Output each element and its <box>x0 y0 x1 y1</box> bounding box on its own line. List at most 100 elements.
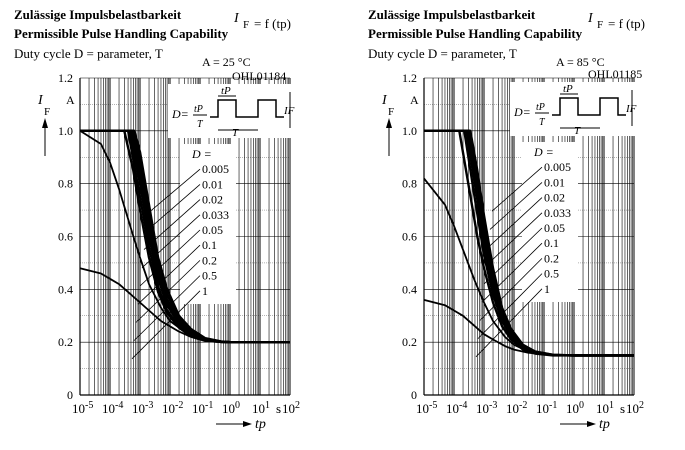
y-tick-label: 1.0 <box>402 124 417 138</box>
inset-formula-num: tP <box>536 102 545 113</box>
legend-title: D = <box>191 147 212 161</box>
legend-label: 0.02 <box>202 193 223 207</box>
x-tick-label: 10-5 <box>72 400 93 416</box>
y-axis-label: I F A <box>37 93 75 156</box>
ylabel-i: I <box>37 93 44 108</box>
legend-label: 0.005 <box>544 160 571 174</box>
x-tick-label: 10-3 <box>476 400 497 416</box>
legend-label: 0.1 <box>544 236 559 250</box>
inset-formula-den: T <box>539 117 546 128</box>
y-tick-labels: 0 0.2 0.4 0.6 0.8 1.0 1.2 <box>402 71 417 402</box>
ylabel-unit: A <box>66 93 75 107</box>
x-tick-base: 10 <box>252 401 265 416</box>
legend-leader-line <box>477 273 543 339</box>
x-tick-exponent: -2 <box>519 400 527 411</box>
inset-period-label: T <box>574 125 581 137</box>
y-tick-label: 0 <box>67 388 73 402</box>
legend-label: 0.2 <box>544 251 559 265</box>
x-tick-label: 10-5 <box>416 400 437 416</box>
legend-label: 0.5 <box>202 269 217 283</box>
x-tick-base: 10 <box>506 401 519 416</box>
legend-leader-line <box>143 199 201 250</box>
title-english: Permissible Pulse Handling Capability <box>368 26 583 41</box>
ylabel-arrowhead <box>386 118 392 128</box>
formula-rest: = f (tp) <box>608 16 645 31</box>
inset-period-label: T <box>232 127 239 139</box>
y-tick-label: 0.4 <box>402 282 417 296</box>
inset-formula-d: D= <box>171 107 189 121</box>
xlabel-unit: s <box>276 401 281 416</box>
x-tick-labels: 10-5 10-4 10-3 10-2 10-1 100 101 102 <box>416 400 644 416</box>
legend-leader-line <box>485 212 543 267</box>
x-tick-base: 10 <box>222 401 235 416</box>
inset-background <box>510 82 642 136</box>
legend-leader-line <box>487 197 543 248</box>
legend-leader-line <box>479 258 543 321</box>
x-tick-base: 10 <box>626 401 639 416</box>
inset-tp-label: tP <box>563 83 573 95</box>
legend-leader-line <box>147 168 201 214</box>
x-tick-label: 10-2 <box>506 400 527 416</box>
y-tick-label: 0.4 <box>58 282 73 296</box>
y-axis-label: I F A <box>381 93 419 156</box>
inset-pulse-waveform <box>552 97 626 116</box>
x-tick-exponent: -3 <box>489 400 497 411</box>
legend-leader-line <box>481 242 543 303</box>
legend-leader-line <box>483 227 543 285</box>
x-tick-label: 10-3 <box>132 400 153 416</box>
duty-cycle-text: Duty cycle D = parameter, T <box>14 46 163 61</box>
x-tick-label: 10-1 <box>536 400 557 416</box>
x-tick-base: 10 <box>282 401 295 416</box>
inset-diagram: D= tP T tP T IF <box>168 84 300 139</box>
legend-title: D = <box>533 145 554 159</box>
series-curve-1 <box>79 267 290 344</box>
inset-diagram: D= tP T tP T IF <box>510 82 642 137</box>
x-tick-exponent: 0 <box>579 400 584 411</box>
ylabel-i: I <box>381 93 388 108</box>
xlabel-arrowhead <box>587 421 596 427</box>
x-tick-exponent: -1 <box>549 400 557 411</box>
legend-background <box>522 142 578 302</box>
legend-label: 0.02 <box>544 191 565 205</box>
x-tick-label: 101 <box>596 400 614 416</box>
x-tick-exponent: -2 <box>175 400 183 411</box>
formula-sub: F <box>597 19 603 31</box>
formula-sub: F <box>243 19 249 31</box>
y-tick-label: 0.6 <box>402 230 417 244</box>
x-tick-exponent: -4 <box>459 400 467 411</box>
temperature-label: A = 85 °C <box>556 55 605 69</box>
title-german: Zulässige Impulsbelastbarkeit <box>14 7 182 22</box>
x-tick-label: 102 <box>282 400 300 416</box>
inset-background <box>168 84 300 138</box>
inset-formula-d: D= <box>513 105 531 119</box>
legend-label: 0.1 <box>202 238 217 252</box>
inset-formula-num: tP <box>194 104 203 115</box>
x-tick-base: 10 <box>72 401 85 416</box>
legend-leader-line <box>489 182 543 230</box>
legend-label: 0.01 <box>544 175 565 189</box>
x-tick-exponent: -1 <box>205 400 213 411</box>
series-curve-1 <box>423 299 634 357</box>
legend-background <box>180 144 236 304</box>
x-tick-base: 10 <box>162 401 175 416</box>
x-tick-base: 10 <box>536 401 549 416</box>
x-tick-exponent: -5 <box>429 400 437 411</box>
x-axis-label: tp s <box>560 401 625 432</box>
legend-leader-line <box>139 229 201 287</box>
ylabel-unit: A <box>410 93 419 107</box>
x-tick-label: 100 <box>222 400 240 416</box>
y-tick-label: 0.2 <box>402 335 417 349</box>
ylabel-arrowhead <box>42 118 48 128</box>
legend-label: 0.5 <box>544 267 559 281</box>
xlabel-arrowhead <box>243 421 252 427</box>
xlabel-text: tp <box>599 417 610 432</box>
series-curves <box>423 129 634 357</box>
xlabel-unit: s <box>620 401 625 416</box>
x-tick-exponent: -5 <box>85 400 93 411</box>
x-tick-label: 102 <box>626 400 644 416</box>
x-axis-label: tp s <box>216 401 281 432</box>
y-tick-label: 0 <box>411 388 417 402</box>
formula-rest: = f (tp) <box>254 16 291 31</box>
legend-label: 0.05 <box>544 221 565 235</box>
